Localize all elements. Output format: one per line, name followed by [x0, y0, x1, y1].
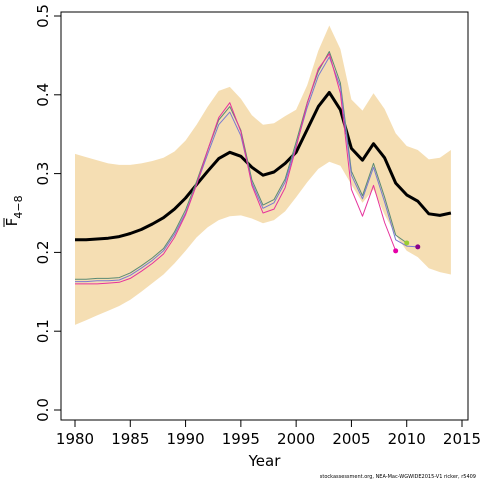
x-tick-label-1995: 1995 [222, 430, 260, 448]
plot-frame [60, 11, 469, 421]
y-tick-label-0: 0.0 [34, 398, 52, 422]
x-axis: 1980 1985 1990 1995 2000 2005 2010 2015 [56, 420, 480, 448]
series-layer [75, 51, 452, 285]
y-tick-label-4: 0.4 [34, 83, 52, 107]
x-tick-label-1980: 1980 [56, 430, 94, 448]
y-tick-label-1: 0.1 [34, 319, 52, 343]
x-axis-title: Year [248, 452, 282, 470]
y-tick-label-2: 0.2 [34, 240, 52, 264]
series-point-6-0 [393, 248, 399, 254]
x-tick-label-1985: 1985 [111, 430, 149, 448]
series-line-0 [75, 90, 452, 242]
x-tick-label-1990: 1990 [166, 430, 204, 448]
x-tick-label-2000: 2000 [277, 430, 315, 448]
y-axis-title-main: F [3, 218, 21, 227]
x-tick-label-2005: 2005 [332, 430, 370, 448]
source-credit: stockassessment.org, NEA-Mac-WGWIDE2015-… [320, 474, 476, 480]
series-point-4-0 [404, 240, 410, 246]
x-tick-label-2015: 2015 [443, 430, 480, 448]
y-tick-label-5: 0.5 [34, 4, 52, 28]
y-axis-title: F 4−8 [3, 195, 25, 227]
y-tick-label-3: 0.3 [34, 162, 52, 186]
x-tick-label-2010: 2010 [388, 430, 426, 448]
series-point-5-0 [415, 244, 421, 250]
y-axis-title-subscript: 4−8 [12, 195, 25, 218]
series-line-3 [75, 53, 397, 285]
y-axis: 0.0 0.1 0.2 0.3 0.4 0.5 [34, 4, 61, 422]
